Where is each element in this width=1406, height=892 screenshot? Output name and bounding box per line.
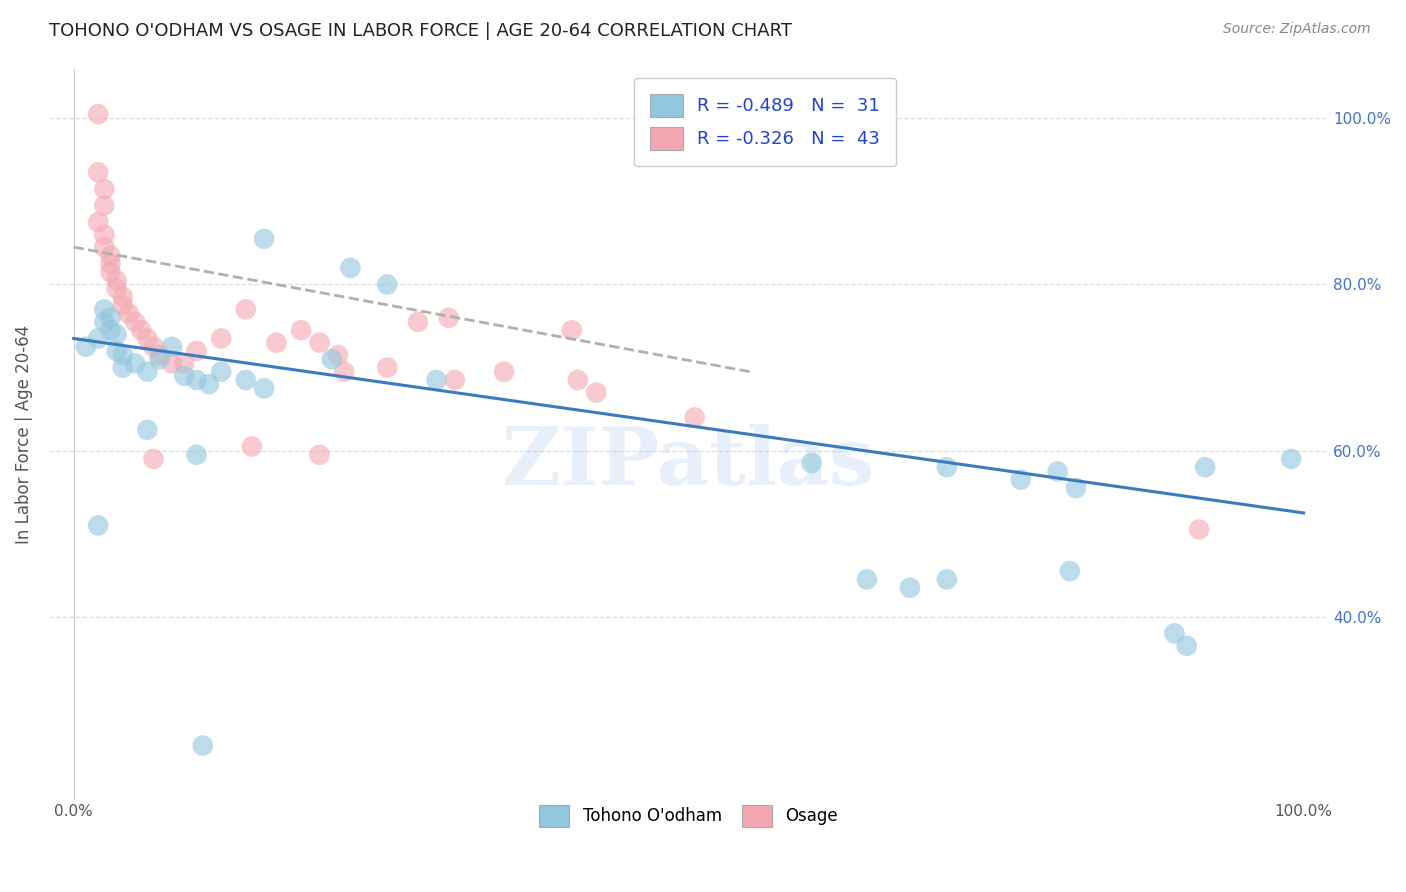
- Point: [308, 448, 330, 462]
- Point: [935, 573, 957, 587]
- Point: [118, 307, 141, 321]
- Point: [160, 356, 183, 370]
- Y-axis label: In Labor Force | Age 20-64: In Labor Force | Age 20-64: [15, 325, 32, 543]
- Text: TOHONO O'ODHAM VS OSAGE IN LABOR FORCE | AGE 20-64 CORRELATION CHART: TOHONO O'ODHAM VS OSAGE IN LABOR FORCE |…: [49, 22, 792, 40]
- Point: [87, 165, 110, 179]
- Point: [186, 343, 208, 358]
- Point: [1163, 626, 1185, 640]
- Point: [105, 282, 128, 296]
- Point: [129, 323, 152, 337]
- Point: [124, 315, 146, 329]
- Point: [253, 232, 276, 246]
- Point: [75, 340, 97, 354]
- Point: [209, 331, 232, 345]
- Point: [683, 410, 706, 425]
- Point: [321, 352, 343, 367]
- Point: [105, 343, 128, 358]
- Point: [898, 581, 921, 595]
- Point: [1046, 464, 1069, 478]
- Point: [93, 315, 115, 329]
- Point: [266, 335, 288, 350]
- Point: [100, 248, 122, 262]
- Point: [1175, 639, 1198, 653]
- Point: [111, 298, 134, 312]
- Point: [100, 310, 122, 325]
- Text: Source: ZipAtlas.com: Source: ZipAtlas.com: [1223, 22, 1371, 37]
- Point: [186, 448, 208, 462]
- Point: [935, 460, 957, 475]
- Point: [1059, 564, 1081, 578]
- Point: [111, 360, 134, 375]
- Point: [173, 356, 195, 370]
- Point: [136, 331, 159, 345]
- Point: [149, 348, 172, 362]
- Point: [425, 373, 447, 387]
- Point: [136, 423, 159, 437]
- Point: [142, 340, 165, 354]
- Point: [87, 518, 110, 533]
- Point: [494, 365, 516, 379]
- Point: [1010, 473, 1032, 487]
- Point: [186, 373, 208, 387]
- Point: [142, 452, 165, 467]
- Point: [375, 360, 398, 375]
- Point: [406, 315, 429, 329]
- Point: [235, 302, 257, 317]
- Point: [93, 182, 115, 196]
- Point: [87, 215, 110, 229]
- Point: [290, 323, 312, 337]
- Point: [567, 373, 589, 387]
- Point: [93, 227, 115, 242]
- Point: [1279, 452, 1302, 467]
- Point: [100, 323, 122, 337]
- Point: [173, 368, 195, 383]
- Point: [149, 352, 172, 367]
- Point: [856, 573, 879, 587]
- Point: [87, 331, 110, 345]
- Point: [253, 381, 276, 395]
- Point: [93, 198, 115, 212]
- Point: [93, 302, 115, 317]
- Point: [800, 456, 823, 470]
- Point: [444, 373, 467, 387]
- Point: [105, 273, 128, 287]
- Point: [1064, 481, 1087, 495]
- Point: [124, 356, 146, 370]
- Point: [375, 277, 398, 292]
- Point: [111, 290, 134, 304]
- Text: ZIPatlas: ZIPatlas: [502, 425, 875, 502]
- Point: [585, 385, 607, 400]
- Point: [136, 365, 159, 379]
- Point: [209, 365, 232, 379]
- Point: [1188, 523, 1211, 537]
- Point: [339, 260, 361, 275]
- Point: [100, 257, 122, 271]
- Point: [308, 335, 330, 350]
- Point: [105, 327, 128, 342]
- Point: [100, 265, 122, 279]
- Point: [240, 440, 263, 454]
- Point: [191, 739, 214, 753]
- Point: [437, 310, 460, 325]
- Point: [111, 348, 134, 362]
- Legend: Tohono O'odham, Osage: Tohono O'odham, Osage: [531, 797, 846, 835]
- Point: [333, 365, 356, 379]
- Point: [235, 373, 257, 387]
- Point: [93, 240, 115, 254]
- Point: [326, 348, 349, 362]
- Point: [1194, 460, 1216, 475]
- Point: [198, 377, 221, 392]
- Point: [561, 323, 583, 337]
- Point: [87, 107, 110, 121]
- Point: [160, 340, 183, 354]
